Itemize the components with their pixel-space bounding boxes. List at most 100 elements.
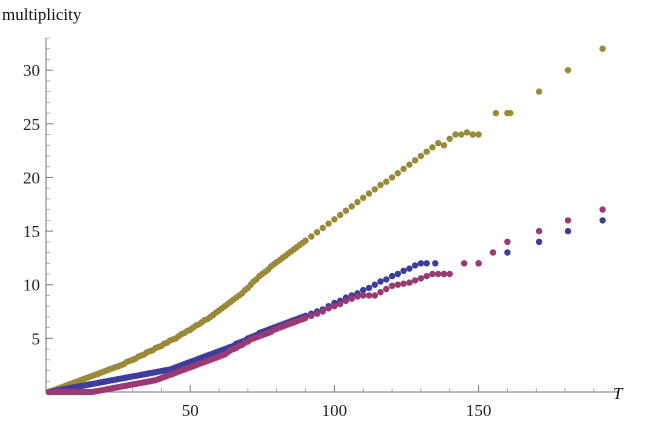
y-tick-label: 20 <box>23 168 40 187</box>
data-point <box>492 109 500 117</box>
data-point <box>377 181 384 189</box>
data-point <box>411 277 419 284</box>
data-point <box>388 174 396 181</box>
data-point <box>319 308 326 315</box>
tick-labels: 50 100 150 5 10 15 20 25 30 <box>23 61 491 420</box>
series-2 <box>45 217 606 396</box>
data-point <box>394 281 401 288</box>
data-point <box>331 216 338 223</box>
data-point <box>432 260 439 267</box>
data-point <box>365 292 373 299</box>
data-point <box>377 289 384 296</box>
x-tick-label: 100 <box>322 401 348 420</box>
data-point <box>507 109 514 117</box>
data-point <box>360 286 367 294</box>
y-axis-title: multiplicity <box>2 5 82 24</box>
data-point <box>365 284 373 292</box>
data-point <box>599 45 606 52</box>
data-point <box>423 272 430 280</box>
data-point <box>383 276 390 283</box>
data-point <box>337 300 344 308</box>
data-point <box>377 278 384 285</box>
data-point <box>325 220 332 227</box>
y-tick-label: 15 <box>23 222 40 241</box>
data-point <box>535 227 543 235</box>
data-point <box>406 265 413 272</box>
data-point <box>348 203 355 210</box>
data-point <box>435 139 442 147</box>
data-point <box>383 178 390 185</box>
data-point <box>458 131 465 138</box>
data-point <box>308 312 315 319</box>
data-point <box>406 279 413 286</box>
data-point <box>475 131 482 138</box>
data-point <box>342 297 350 304</box>
data-point <box>354 198 361 206</box>
x-axis-title: T <box>613 384 624 403</box>
axes <box>45 38 619 393</box>
data-point <box>417 260 425 267</box>
series-1 <box>45 45 606 396</box>
data-point <box>400 280 407 287</box>
series-3 <box>45 206 606 396</box>
data-point <box>388 282 396 289</box>
ticks <box>46 37 595 392</box>
data-point <box>400 267 407 274</box>
data-point <box>417 152 425 160</box>
data-point <box>331 303 338 310</box>
data-point <box>435 270 442 278</box>
data-point <box>429 270 436 278</box>
data-point <box>313 310 321 317</box>
data-point <box>313 229 321 236</box>
data-point <box>564 67 572 74</box>
data-point <box>564 227 572 235</box>
data-point <box>354 293 361 300</box>
data-point <box>394 170 401 177</box>
data-point <box>463 129 471 136</box>
data-point <box>440 142 448 149</box>
data-point <box>535 238 543 245</box>
data-point <box>388 272 396 280</box>
data-point <box>489 249 497 256</box>
data-point <box>475 260 482 267</box>
data-point <box>360 292 367 299</box>
data-points <box>45 45 606 396</box>
data-point <box>452 131 459 138</box>
data-point <box>599 206 606 213</box>
data-point <box>535 88 543 95</box>
data-point <box>308 233 315 240</box>
data-point <box>406 161 413 168</box>
data-point <box>599 217 606 224</box>
data-point <box>360 194 367 201</box>
data-point <box>446 135 453 142</box>
x-tick-label: 50 <box>182 401 199 420</box>
data-point <box>371 292 378 299</box>
data-point <box>342 207 350 214</box>
y-tick-label: 10 <box>23 276 40 295</box>
data-point <box>429 144 436 151</box>
data-point <box>302 237 309 244</box>
y-tick-label: 30 <box>23 61 40 80</box>
data-point <box>411 157 419 164</box>
data-point <box>417 275 425 282</box>
data-point <box>365 190 373 197</box>
data-point <box>371 186 378 193</box>
data-point <box>446 270 453 278</box>
data-point <box>504 249 511 256</box>
data-point <box>564 217 572 224</box>
data-point <box>348 295 355 302</box>
data-point <box>440 270 448 278</box>
data-point <box>394 270 401 278</box>
data-point <box>383 285 390 293</box>
data-point <box>423 148 430 155</box>
data-point <box>469 131 476 138</box>
data-point <box>411 262 419 269</box>
data-point <box>371 281 378 288</box>
data-point <box>461 260 468 267</box>
data-point <box>400 165 407 173</box>
data-point <box>319 224 326 232</box>
data-point <box>423 260 430 267</box>
data-point <box>504 238 511 245</box>
data-point <box>302 314 309 322</box>
